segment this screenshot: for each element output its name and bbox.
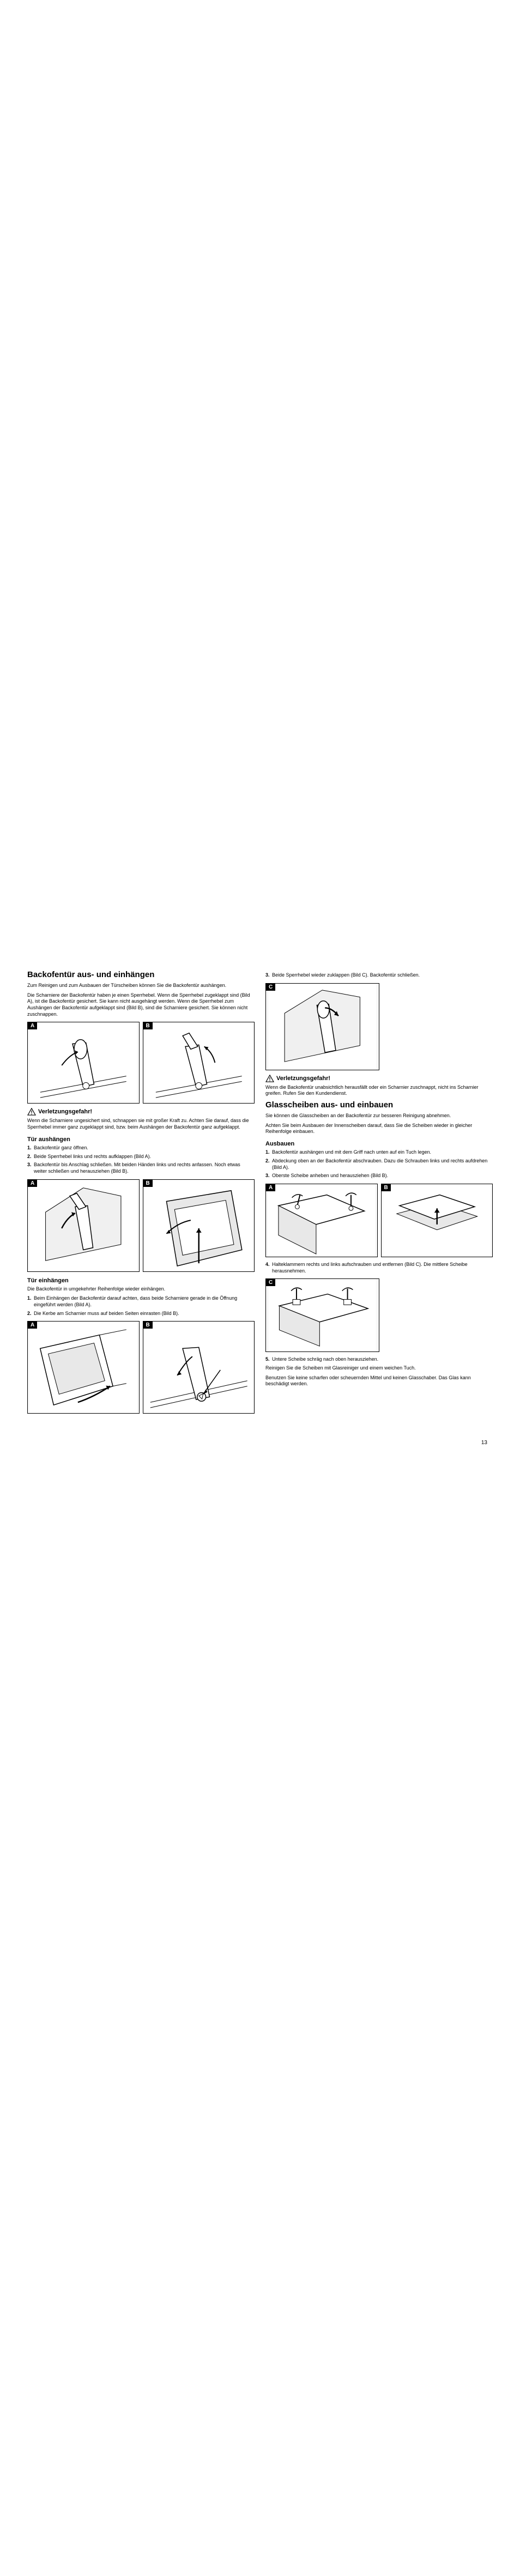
figure-label: A bbox=[28, 1322, 37, 1329]
cleaning-text: Reinigen Sie die Scheiben mit Glasreinig… bbox=[265, 1365, 493, 1372]
door-insert-diagram bbox=[28, 1322, 139, 1413]
warning-triangle-icon bbox=[27, 1108, 36, 1116]
steps-remove-glass: Backofentür aushängen und mit dem Griff … bbox=[265, 1149, 493, 1179]
lever-open-diagram bbox=[28, 1180, 139, 1271]
step: Backofentür aushängen und mit dem Griff … bbox=[265, 1149, 493, 1156]
figure-row-install: A B bbox=[27, 1321, 255, 1414]
step: Beim Einhängen der Backofentür darauf ac… bbox=[27, 1295, 255, 1308]
figure-label: A bbox=[28, 1180, 37, 1187]
right-column: Beide Sperrhebel wieder zuklappen (Bild … bbox=[265, 970, 493, 1418]
step: Halteklammern rechts und links aufschrau… bbox=[265, 1262, 493, 1274]
figure-row-clips: C bbox=[265, 1278, 493, 1352]
warning-triangle-icon bbox=[265, 1075, 274, 1082]
steps-install-door: Beim Einhängen der Backofentür darauf ac… bbox=[27, 1295, 255, 1317]
subheading-remove: Tür aushängen bbox=[27, 1136, 255, 1143]
figure-b: B bbox=[143, 1179, 255, 1272]
step: Backofentür bis Anschlag schließen. Mit … bbox=[27, 1162, 255, 1174]
step: Beide Sperrhebel links und rechts aufkla… bbox=[27, 1154, 255, 1160]
clips-remove-diagram bbox=[266, 1279, 379, 1351]
figure-a: A bbox=[27, 1022, 140, 1104]
step: Untere Scheibe schräg nach oben herauszi… bbox=[265, 1356, 493, 1363]
warning-text: Wenn die Backofentür unabsichtlich herau… bbox=[265, 1084, 493, 1097]
hinge-open-diagram bbox=[143, 1022, 255, 1103]
steps-remove-glass-cont: Halteklammern rechts und links aufschrau… bbox=[265, 1262, 493, 1274]
intro-text: Die Scharniere der Backofentür haben je … bbox=[27, 992, 255, 1018]
figure-label: A bbox=[266, 1184, 275, 1191]
steps-continued: Beide Sperrhebel wieder zuklappen (Bild … bbox=[265, 972, 493, 979]
cleaning-text: Benutzen Sie keine scharfen oder scheuer… bbox=[265, 1375, 493, 1387]
intro-text: Achten Sie beim Ausbauen der Innenscheib… bbox=[265, 1123, 493, 1135]
warning-text: Wenn die Scharniere ungesichert sind, sc… bbox=[27, 1118, 255, 1130]
step: Die Kerbe am Scharnier muss auf beiden S… bbox=[27, 1311, 255, 1317]
figure-label: B bbox=[143, 1322, 153, 1329]
figure-row-glass-top: A B bbox=[265, 1184, 493, 1257]
hinge-closed-diagram bbox=[28, 1022, 139, 1103]
warning-label: Verletzungsgefahr! bbox=[38, 1108, 92, 1115]
warning-block: Verletzungsgefahr! bbox=[27, 1108, 255, 1116]
figure-b: B bbox=[143, 1321, 255, 1414]
figure-a: A bbox=[27, 1321, 140, 1414]
lever-close-diagram bbox=[266, 984, 379, 1070]
figure-c: C bbox=[265, 1278, 379, 1352]
step: Beide Sperrhebel wieder zuklappen (Bild … bbox=[265, 972, 493, 979]
page-number: 13 bbox=[27, 1440, 493, 1446]
door-lift-diagram bbox=[143, 1180, 255, 1271]
intro-text: Sie können die Glasscheiben an der Backo… bbox=[265, 1113, 493, 1119]
figure-row-hinges: A B bbox=[27, 1022, 255, 1104]
steps-remove-door: Backofentür ganz öffnen. Beide Sperrhebe… bbox=[27, 1145, 255, 1175]
figure-label: C bbox=[266, 1279, 275, 1286]
cover-unscrew-diagram bbox=[266, 1184, 377, 1257]
figure-label: B bbox=[382, 1184, 391, 1191]
subheading-disassemble: Ausbauen bbox=[265, 1141, 493, 1147]
heading-door: Backofentür aus- und einhängen bbox=[27, 970, 255, 979]
intro-text: Zum Reinigen und zum Ausbauen der Türsch… bbox=[27, 983, 255, 989]
subheading-install: Tür einhängen bbox=[27, 1277, 255, 1284]
figure-b: B bbox=[143, 1022, 255, 1104]
warning-block: Verletzungsgefahr! bbox=[265, 1075, 493, 1082]
step: Oberste Scheibe anheben und herausziehen… bbox=[265, 1173, 493, 1179]
figure-row-remove: A B bbox=[27, 1179, 255, 1272]
figure-b: B bbox=[381, 1184, 493, 1257]
figure-label: A bbox=[28, 1022, 37, 1029]
figure-label: B bbox=[143, 1180, 153, 1187]
figure-c: C bbox=[265, 983, 379, 1070]
step: Abdeckung oben an der Backofentür abschr… bbox=[265, 1158, 493, 1171]
steps-remove-glass-final: Untere Scheibe schräg nach oben herauszi… bbox=[265, 1356, 493, 1363]
heading-glass: Glasscheiben aus- und einbauen bbox=[265, 1100, 493, 1110]
figure-row-close: C bbox=[265, 983, 493, 1070]
glass-lift-diagram bbox=[382, 1184, 493, 1257]
figure-a: A bbox=[265, 1184, 378, 1257]
step: Backofentür ganz öffnen. bbox=[27, 1145, 255, 1151]
hinge-notch-diagram bbox=[143, 1322, 255, 1413]
figure-a: A bbox=[27, 1179, 140, 1272]
left-column: Backofentür aus- und einhängen Zum Reini… bbox=[27, 970, 255, 1418]
install-intro: Die Backofentür in umgekehrter Reihenfol… bbox=[27, 1286, 255, 1293]
figure-label: B bbox=[143, 1022, 153, 1029]
figure-label: C bbox=[266, 984, 275, 991]
warning-label: Verletzungsgefahr! bbox=[276, 1075, 330, 1082]
